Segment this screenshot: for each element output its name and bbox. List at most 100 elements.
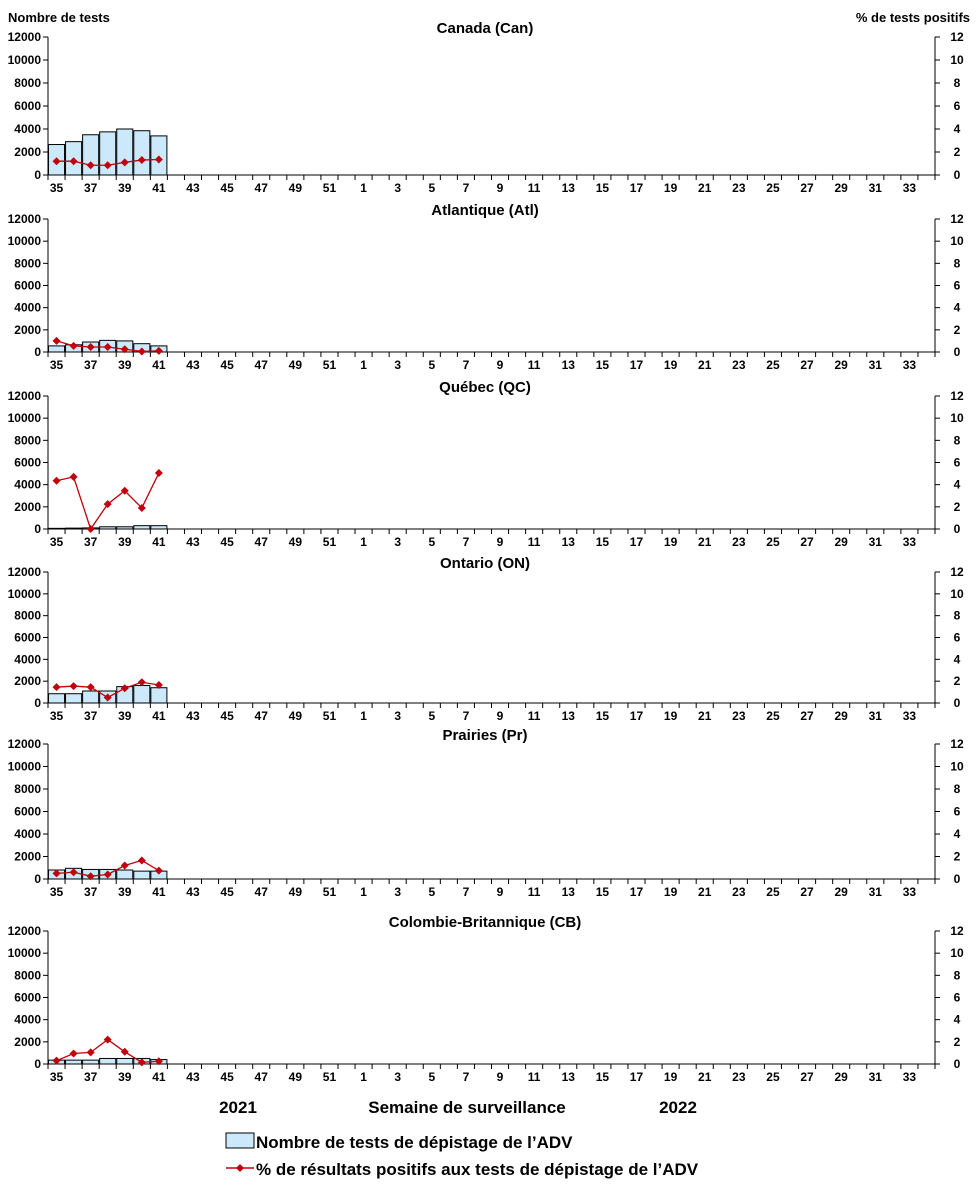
panel-1: Atlantique (Atl)020004000600080001000012… xyxy=(8,202,964,372)
left-tick-label: 12000 xyxy=(8,924,42,938)
bar xyxy=(48,345,66,353)
week-label: 43 xyxy=(186,358,200,372)
week-label: 9 xyxy=(497,535,504,549)
week-label: 35 xyxy=(50,181,64,195)
week-label: 3 xyxy=(394,709,401,723)
positivity-point xyxy=(86,161,95,170)
week-label: 25 xyxy=(766,885,780,899)
right-tick-label: 10 xyxy=(950,53,964,67)
week-label: 21 xyxy=(698,709,712,723)
right-tick-label: 8 xyxy=(954,256,961,270)
week-label: 47 xyxy=(255,709,269,723)
week-label: 1 xyxy=(360,181,367,195)
left-tick-label: 12000 xyxy=(8,212,42,226)
week-label: 7 xyxy=(463,181,470,195)
positivity-point xyxy=(137,156,146,165)
x-axis-label: Semaine de surveillance xyxy=(368,1098,566,1117)
week-label: 41 xyxy=(152,1070,166,1084)
week-label: 47 xyxy=(255,1070,269,1084)
positivity-point xyxy=(120,345,129,354)
week-label: 1 xyxy=(360,885,367,899)
week-label: 3 xyxy=(394,181,401,195)
week-label: 27 xyxy=(800,358,814,372)
positivity-point xyxy=(103,693,112,702)
week-label: 13 xyxy=(562,885,576,899)
positivity-point xyxy=(154,155,163,164)
week-label: 1 xyxy=(360,358,367,372)
week-label: 37 xyxy=(84,709,98,723)
left-tick-label: 2000 xyxy=(14,500,41,514)
week-label: 23 xyxy=(732,885,746,899)
positivity-point xyxy=(52,336,61,345)
right-tick-label: 4 xyxy=(954,827,961,841)
week-label: 23 xyxy=(732,181,746,195)
bar xyxy=(150,687,168,704)
week-label: 25 xyxy=(766,535,780,549)
panel-title: Prairies (Pr) xyxy=(442,727,527,744)
right-tick-label: 6 xyxy=(954,631,961,645)
week-label: 15 xyxy=(596,535,610,549)
week-label: 35 xyxy=(50,709,64,723)
positivity-point xyxy=(120,486,129,495)
week-label: 49 xyxy=(289,181,303,195)
week-label: 25 xyxy=(766,709,780,723)
week-label: 33 xyxy=(903,1070,917,1084)
week-label: 35 xyxy=(50,885,64,899)
left-tick-label: 0 xyxy=(34,168,41,182)
right-tick-label: 6 xyxy=(954,456,961,470)
bar xyxy=(133,130,151,176)
positivity-point xyxy=(69,868,78,877)
week-label: 39 xyxy=(118,535,132,549)
week-label: 29 xyxy=(835,535,849,549)
left-tick-label: 6000 xyxy=(14,456,41,470)
week-label: 15 xyxy=(596,1070,610,1084)
right-tick-label: 6 xyxy=(954,99,961,113)
right-tick-label: 12 xyxy=(950,30,964,44)
left-tick-label: 12000 xyxy=(8,737,42,751)
week-label: 5 xyxy=(428,358,435,372)
week-label: 27 xyxy=(800,181,814,195)
right-tick-label: 8 xyxy=(954,76,961,90)
right-tick-label: 0 xyxy=(954,1057,961,1071)
week-label: 1 xyxy=(360,1070,367,1084)
week-label: 7 xyxy=(463,885,470,899)
positivity-point xyxy=(52,683,61,692)
week-label: 19 xyxy=(664,709,678,723)
week-label: 51 xyxy=(323,181,337,195)
left-tick-label: 10000 xyxy=(8,760,42,774)
left-tick-label: 4000 xyxy=(14,301,41,315)
week-label: 47 xyxy=(255,535,269,549)
positivity-point xyxy=(69,472,78,481)
week-label: 37 xyxy=(84,535,98,549)
week-label: 23 xyxy=(732,1070,746,1084)
panel-title: Ontario (ON) xyxy=(440,555,530,572)
positivity-point xyxy=(69,1049,78,1058)
bar xyxy=(116,869,134,880)
left-tick-label: 6000 xyxy=(14,991,41,1005)
week-label: 21 xyxy=(698,1070,712,1084)
week-label: 13 xyxy=(562,358,576,372)
week-label: 7 xyxy=(463,358,470,372)
left-tick-label: 8000 xyxy=(14,76,41,90)
week-label: 31 xyxy=(869,709,883,723)
right-tick-label: 0 xyxy=(954,345,961,359)
right-tick-label: 12 xyxy=(950,212,964,226)
left-tick-label: 10000 xyxy=(8,411,42,425)
left-tick-label: 6000 xyxy=(14,631,41,645)
left-tick-label: 0 xyxy=(34,1057,41,1071)
week-label: 17 xyxy=(630,885,644,899)
left-tick-label: 10000 xyxy=(8,53,42,67)
week-label: 7 xyxy=(463,709,470,723)
week-label: 19 xyxy=(664,885,678,899)
week-label: 35 xyxy=(50,535,64,549)
left-tick-label: 4000 xyxy=(14,122,41,136)
week-label: 51 xyxy=(323,358,337,372)
week-label: 41 xyxy=(152,885,166,899)
week-label: 41 xyxy=(152,535,166,549)
left-tick-label: 2000 xyxy=(14,850,41,864)
week-label: 33 xyxy=(903,181,917,195)
panel-title: Atlantique (Atl) xyxy=(431,202,538,219)
left-tick-label: 4000 xyxy=(14,827,41,841)
left-tick-label: 0 xyxy=(34,522,41,536)
week-label: 13 xyxy=(562,181,576,195)
